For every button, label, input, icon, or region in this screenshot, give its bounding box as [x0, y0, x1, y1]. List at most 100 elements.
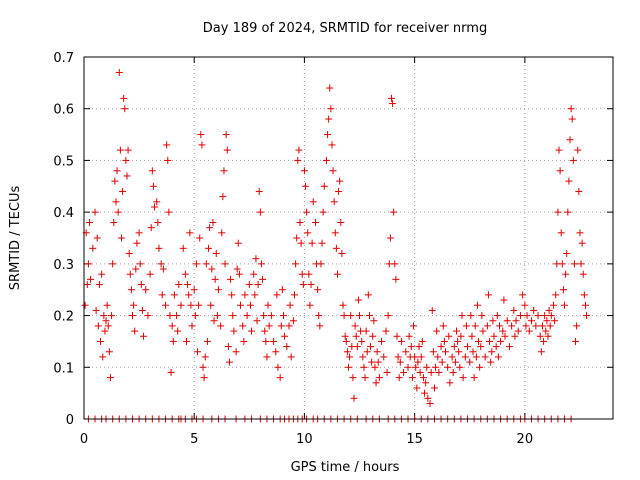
data-point: [471, 322, 479, 330]
data-point: [341, 332, 349, 340]
data-point: [142, 286, 150, 294]
data-point: [243, 312, 251, 320]
data-point: [210, 317, 218, 325]
data-point: [165, 208, 173, 216]
data-point: [557, 229, 565, 237]
y-tick-label: 0.6: [53, 103, 74, 118]
data-point: [577, 260, 585, 268]
data-point: [478, 312, 486, 320]
data-point: [91, 208, 99, 216]
data-point: [212, 250, 220, 258]
y-axis-label: SRMTID / TECUs: [8, 186, 23, 291]
data-point: [123, 172, 131, 180]
data-point: [128, 312, 136, 320]
data-point: [448, 353, 456, 361]
data-point: [391, 260, 399, 268]
data-point: [159, 265, 167, 273]
data-point: [304, 229, 312, 237]
data-point: [434, 353, 442, 361]
data-point: [566, 136, 574, 144]
data-point: [552, 291, 560, 299]
data-point: [263, 353, 271, 361]
data-point: [331, 229, 339, 237]
data-point: [373, 348, 381, 356]
y-tick-label: 0.2: [53, 310, 74, 325]
data-point: [356, 312, 364, 320]
data-point: [417, 353, 425, 361]
data-point: [170, 291, 178, 299]
data-point: [153, 198, 161, 206]
data-point: [132, 265, 140, 273]
chart-title: Day 189 of 2024, SRMTID for receiver nrm…: [203, 21, 487, 36]
data-point: [457, 332, 465, 340]
data-point: [191, 312, 199, 320]
data-point: [330, 198, 338, 206]
data-point: [190, 286, 198, 294]
data-point: [246, 301, 254, 309]
data-point: [219, 193, 227, 201]
data-point: [567, 105, 575, 113]
data-point: [467, 312, 475, 320]
data-point: [439, 322, 447, 330]
data-point: [174, 327, 182, 335]
data-point: [394, 353, 402, 361]
data-point: [227, 275, 235, 283]
data-point: [367, 343, 375, 351]
data-point: [234, 239, 242, 247]
data-point: [551, 317, 559, 325]
data-point: [446, 379, 454, 387]
data-point: [429, 348, 437, 356]
data-point: [155, 244, 163, 252]
data-point: [186, 229, 194, 237]
data-point: [201, 353, 209, 361]
data-point: [421, 389, 429, 397]
data-point: [200, 374, 208, 382]
data-point: [126, 270, 134, 278]
data-point: [250, 270, 258, 278]
data-point: [484, 291, 492, 299]
data-point: [570, 260, 578, 268]
data-point: [106, 374, 114, 382]
data-point: [295, 146, 303, 154]
data-point: [519, 291, 527, 299]
data-point: [102, 317, 110, 325]
data-point: [164, 156, 172, 164]
data-point: [522, 322, 530, 330]
data-point: [390, 208, 398, 216]
data-point: [203, 337, 211, 345]
data-point: [384, 312, 392, 320]
data-point: [536, 332, 544, 340]
data-point: [402, 348, 410, 356]
data-point: [177, 301, 185, 309]
data-point: [469, 348, 477, 356]
data-point: [445, 332, 453, 340]
data-point: [358, 337, 366, 345]
data-point: [194, 348, 202, 356]
data-point: [124, 146, 132, 154]
data-point: [505, 343, 513, 351]
data-point: [562, 270, 570, 278]
data-point: [516, 312, 524, 320]
data-point: [208, 265, 216, 273]
data-point: [335, 187, 343, 195]
data-point: [122, 156, 130, 164]
data-point: [336, 177, 344, 185]
data-point: [370, 317, 378, 325]
data-point: [166, 312, 174, 320]
data-point: [299, 281, 307, 289]
data-point: [378, 337, 386, 345]
data-point: [555, 146, 563, 154]
data-point: [167, 368, 175, 376]
data-point: [97, 337, 105, 345]
data-point: [333, 270, 341, 278]
data-point: [101, 327, 109, 335]
data-point: [251, 291, 259, 299]
data-point: [121, 105, 129, 113]
data-point: [225, 358, 233, 366]
data-point: [133, 239, 141, 247]
data-point: [363, 348, 371, 356]
data-point: [365, 312, 373, 320]
data-point: [184, 281, 192, 289]
data-point: [95, 281, 103, 289]
data-point: [233, 265, 241, 273]
